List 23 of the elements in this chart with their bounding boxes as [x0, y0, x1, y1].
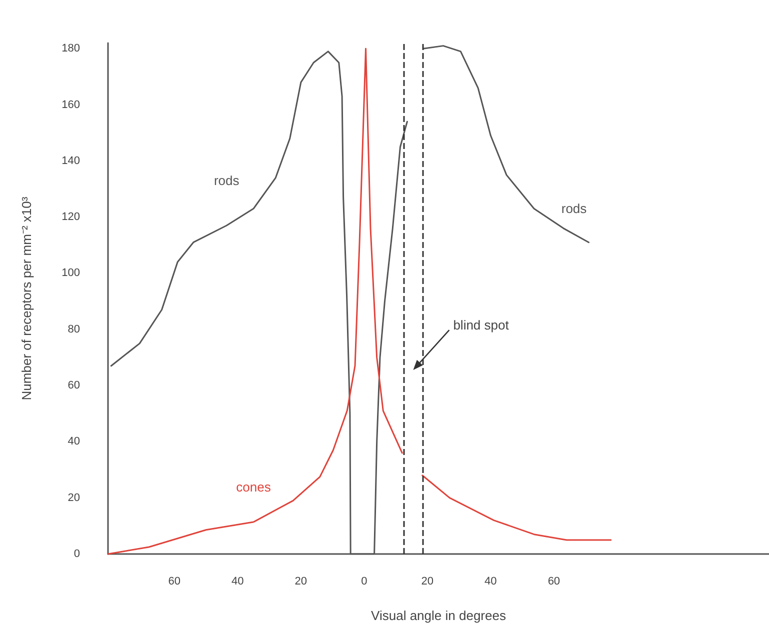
- y-tick-label: 80: [68, 323, 80, 336]
- series-label: rods: [561, 201, 588, 216]
- x-tick-label: 20: [294, 576, 308, 588]
- y-tick-label: 160: [62, 98, 80, 111]
- x-axis-title: Visual angle in degrees: [371, 608, 506, 623]
- x-tick-label: 40: [484, 576, 497, 588]
- x-tick-label: 60: [168, 576, 181, 588]
- y-tick-label: 100: [62, 267, 80, 280]
- y-tick-label: 180: [62, 42, 80, 55]
- x-tick-label: 0: [361, 576, 368, 588]
- annotation: blind spot: [453, 318, 510, 333]
- text: rods: [214, 173, 240, 188]
- x-tick-label: 20: [421, 576, 434, 588]
- series-label: cones: [236, 479, 272, 494]
- y-tick-label: 120: [62, 211, 80, 224]
- x-tick-label: 40: [232, 576, 244, 588]
- y-axis-title: Number of receptors per mm⁻² x10³: [19, 196, 34, 400]
- y-tick-label: 60: [68, 380, 80, 392]
- y-tick-label: 0: [74, 548, 80, 560]
- y-tick-label: 140: [62, 154, 80, 167]
- x-tick-label: 60: [548, 576, 560, 588]
- y-tick-label: 40: [68, 436, 80, 448]
- y-tick-label: 20: [68, 492, 80, 504]
